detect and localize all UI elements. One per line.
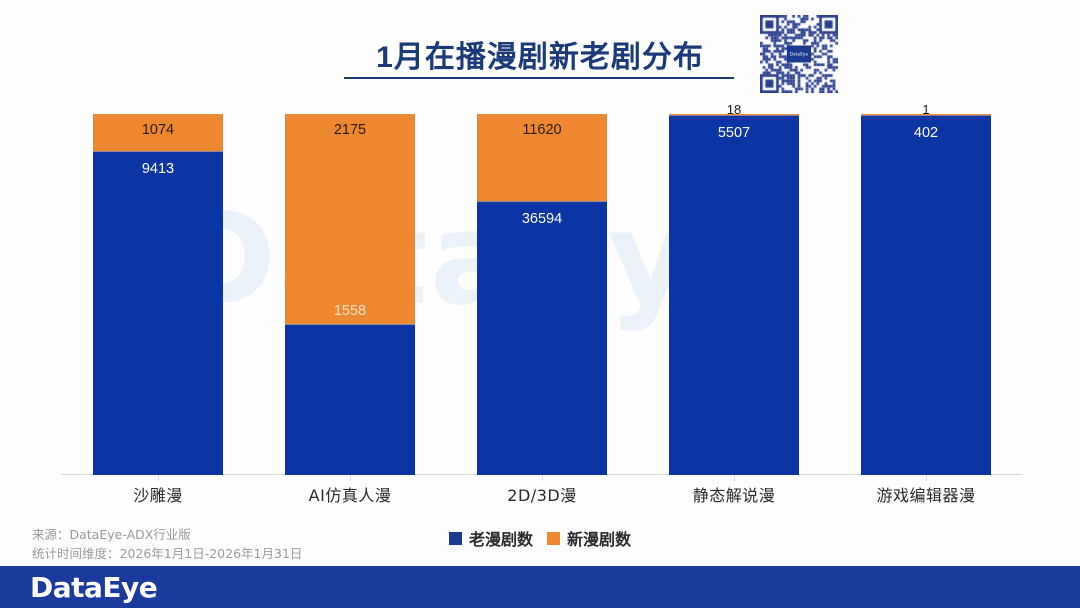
x-axis-label-4: 游戏编辑器漫 [876,486,976,505]
source-note: 来源：DataEye-ADX行业版 统计时间维度：2026年1月1日-2026年… [32,525,302,564]
page-title: 1月在播漫剧新老剧分布 [376,41,704,74]
legend-item-old[interactable]: 老漫剧数 [448,526,533,550]
qr-center-logo: DataEye [787,45,811,63]
footer-bar: DataEye [0,566,1080,608]
bar-value-label-old: 36594 [521,211,563,227]
bar-group[interactable]: 18 5507 [669,103,799,475]
x-axis-tick [542,475,543,481]
legend-label: 新漫剧数 [567,530,632,549]
bar-value-label-new: 11620 [522,122,562,138]
qr-code-icon[interactable]: DataEye [757,12,841,96]
chart-plot-area: 1074 9413 2175 1558 11620 36594 18 5507 1 402 [62,100,1022,481]
x-axis-tick [734,475,735,481]
bar-value-label-old: 5507 [717,125,751,142]
x-axis-label-1: AI仿真人漫 [308,486,392,505]
bar-segment-new[interactable]: 11620 [477,114,607,201]
x-axis-tick [350,475,351,481]
bar-value-label-new: 1074 [141,122,175,138]
legend-swatch-icon [448,531,462,545]
source-line-1: 来源：DataEye-ADX行业版 [32,527,191,542]
bar-segment-old[interactable] [285,324,415,475]
bar-segment-old[interactable]: 402 [861,114,991,475]
bar-value-label-new: 2175 [333,122,367,138]
bar-group[interactable]: 2175 1558 [285,114,415,475]
bar-segment-new[interactable]: 1074 [93,114,223,151]
bar-segment-new[interactable]: 2175 1558 [285,114,415,325]
legend-item-new[interactable]: 新漫剧数 [547,526,631,550]
bar-value-label-old: 402 [913,124,939,141]
title-underline [344,77,734,79]
x-axis-tick [926,475,927,481]
chart-legend: 老漫剧数 新漫剧数 [0,526,1080,550]
bar-segment-old[interactable]: 9413 [93,150,223,475]
x-axis-label-2: 2D/3D漫 [507,486,577,505]
source-line-2: 统计时间维度：2026年1月1日-2026年1月31日 [32,546,303,562]
bar-group[interactable]: 11620 36594 [477,114,607,475]
bar-value-label-new: 18 [726,102,742,117]
x-axis-tick [158,475,159,481]
dataeye-logo: DataEye [30,570,158,604]
bar-segment-old[interactable]: 36594 [477,201,607,475]
x-axis-label-3: 静态解说漫 [692,486,776,505]
bar-value-label-old: 9413 [141,160,175,177]
legend-swatch-icon [547,531,560,545]
bar-segment-old[interactable]: 5507 [669,115,799,475]
x-axis-category-labels: 沙雕漫 AI仿真人漫 2D/3D漫 静态解说漫 游戏编辑器漫 [62,482,1022,510]
x-axis-label-0: 沙雕漫 [133,486,183,505]
bar-value-label-old: 1558 [333,302,367,319]
legend-label: 老漫剧数 [468,530,533,549]
bar-group[interactable]: 1074 9413 [93,114,223,475]
bar-group[interactable]: 1 402 [861,103,991,475]
